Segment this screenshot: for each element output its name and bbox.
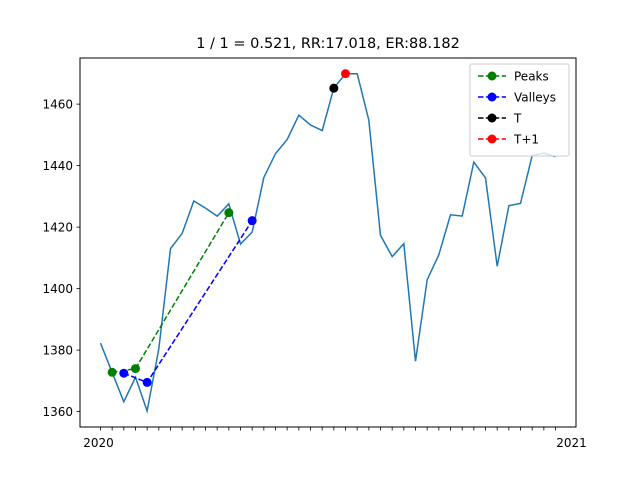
legend-t-1-label: T+1 — [513, 133, 539, 147]
plot-area — [99, 69, 556, 414]
legend-valleys-label: Valleys — [514, 91, 556, 105]
legend-valleys-marker — [487, 92, 497, 102]
axes: 1360 1380 1400 1420 1440 1460 2020 2021 — [42, 98, 586, 450]
legend: Peaks Valleys T T+1 — [469, 63, 570, 157]
y-tick-label: 1420 — [42, 221, 73, 235]
axes-frame — [79, 57, 577, 428]
series-valleys-point — [119, 368, 129, 378]
series-peaks-point — [224, 208, 234, 218]
y-tick-label: 1400 — [42, 282, 73, 296]
x-tick-label-first: 2020 — [83, 436, 114, 450]
main-series-line — [99, 72, 556, 414]
legend-peaks-label: Peaks — [514, 70, 549, 84]
legend-t-marker — [487, 113, 497, 123]
y-tick-label: 1440 — [42, 159, 73, 173]
legend-t-1-marker — [487, 134, 497, 144]
series-t-point — [329, 83, 339, 93]
y-tick-label: 1360 — [42, 405, 73, 419]
series-peaks-point — [107, 367, 117, 377]
legend-box — [469, 63, 570, 157]
series-peaks-line — [111, 212, 230, 374]
y-tick-label: 1460 — [42, 98, 73, 112]
series-peaks-point — [130, 364, 140, 374]
chart-title: 1 / 1 = 0.521, RR:17.018, ER:88.182 — [196, 36, 460, 52]
series-valleys-point — [247, 216, 257, 226]
y-tick-label: 1380 — [42, 344, 73, 358]
series-valleys-point — [142, 377, 152, 387]
series-t-1-point — [341, 69, 351, 79]
legend-peaks-marker — [487, 71, 497, 81]
legend-t-label: T — [513, 112, 522, 126]
x-tick-label-last: 2021 — [556, 436, 587, 450]
